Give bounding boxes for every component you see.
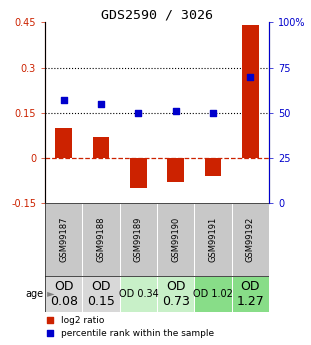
Point xyxy=(61,98,66,103)
Text: percentile rank within the sample: percentile rank within the sample xyxy=(61,329,214,338)
Bar xyxy=(120,203,157,276)
Text: GSM99188: GSM99188 xyxy=(97,217,105,262)
Bar xyxy=(205,158,221,176)
Bar xyxy=(194,203,232,276)
Text: GSM99187: GSM99187 xyxy=(59,217,68,262)
Bar xyxy=(120,276,157,312)
Text: OD
0.15: OD 0.15 xyxy=(87,280,115,308)
Bar xyxy=(232,203,269,276)
Bar xyxy=(167,158,184,182)
Text: age: age xyxy=(26,289,44,299)
Bar xyxy=(157,203,194,276)
Bar xyxy=(82,203,120,276)
Bar xyxy=(157,276,194,312)
Point xyxy=(99,101,104,107)
Bar xyxy=(93,137,109,158)
Bar xyxy=(45,203,82,276)
Text: ►: ► xyxy=(44,289,55,299)
Bar xyxy=(45,276,82,312)
Text: OD 1.02: OD 1.02 xyxy=(193,289,233,299)
Point xyxy=(47,317,52,323)
Text: OD 0.34: OD 0.34 xyxy=(118,289,158,299)
Bar xyxy=(130,158,147,188)
Text: OD
0.08: OD 0.08 xyxy=(50,280,78,308)
Bar xyxy=(55,128,72,158)
Point xyxy=(47,331,52,336)
Bar xyxy=(232,276,269,312)
Bar xyxy=(242,26,259,158)
Text: GSM99191: GSM99191 xyxy=(209,217,217,262)
Point xyxy=(173,108,178,114)
Text: GSM99190: GSM99190 xyxy=(171,217,180,262)
Text: GSM99189: GSM99189 xyxy=(134,217,143,262)
Text: OD
1.27: OD 1.27 xyxy=(236,280,264,308)
Bar xyxy=(82,276,120,312)
Text: GSM99192: GSM99192 xyxy=(246,217,255,262)
Point xyxy=(248,74,253,79)
Text: OD
0.73: OD 0.73 xyxy=(162,280,190,308)
Point xyxy=(211,110,216,116)
Text: log2 ratio: log2 ratio xyxy=(61,316,104,325)
Point xyxy=(136,110,141,116)
Bar xyxy=(194,276,232,312)
Title: GDS2590 / 3026: GDS2590 / 3026 xyxy=(101,8,213,21)
